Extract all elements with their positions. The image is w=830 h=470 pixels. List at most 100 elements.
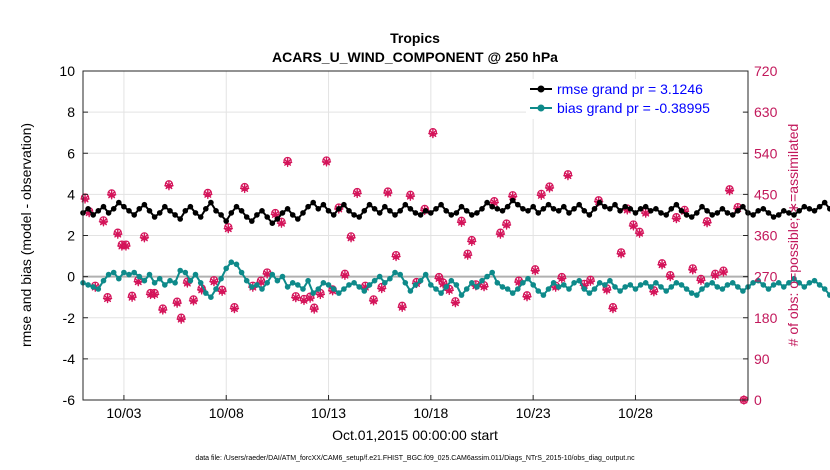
obs-assimilated-point: [657, 260, 667, 270]
rmse-series-point: [796, 208, 802, 214]
chart-subtitle: ACARS_U_WIND_COMPONENT @ 250 hPa: [272, 49, 558, 65]
obs-assimilated-point: [450, 297, 461, 308]
rmse-series-point: [438, 201, 444, 208]
obs-assimilated-point: [262, 269, 272, 279]
star-stroke: [159, 306, 167, 314]
obs-assimilated-point: [188, 296, 199, 306]
rmse-series-point: [274, 216, 281, 222]
rmse-series-point: [407, 206, 414, 212]
bias-series-point: [479, 277, 485, 284]
rmse-series-point: [653, 206, 659, 212]
star-stroke: [617, 250, 625, 258]
star-stroke: [99, 218, 107, 226]
rmse-series-point: [187, 203, 194, 210]
legend-bias-marker: [537, 104, 545, 112]
obs-assimilated-point: [710, 270, 720, 280]
bias-series-point: [325, 282, 332, 288]
bias-series-point: [208, 294, 214, 301]
rmse-series-point: [458, 203, 465, 210]
obs-assimilated-point: [121, 241, 131, 251]
rmse-series-point: [683, 212, 690, 218]
obs-assimilated-point: [557, 273, 567, 284]
obs-assimilated-point: [217, 286, 227, 296]
star-stroke: [230, 305, 238, 313]
rmse-series-point: [325, 208, 332, 214]
obs-assimilated-point: [315, 289, 326, 300]
bias-series-point: [438, 290, 444, 296]
rmse-series-point: [586, 212, 593, 218]
obs-assimilated-point: [209, 276, 219, 287]
bias-series-point: [187, 277, 194, 284]
bottom-axis-tick-label: 10/03: [106, 405, 141, 421]
bias-series-point: [555, 284, 562, 290]
left-axis: -6 -4 -2 0 2 4 6 8 10: [59, 63, 88, 408]
rmse-series-point: [525, 208, 531, 214]
star-stroke: [726, 187, 734, 195]
bias-series-point: [407, 288, 414, 294]
rmse-series-point: [203, 206, 209, 212]
rmse-series-point: [300, 210, 306, 216]
bias-series-point: [540, 292, 547, 298]
bias-series-point: [90, 284, 96, 290]
rmse-series-point: [376, 210, 383, 216]
star-stroke: [398, 303, 406, 311]
bias-series-point: [494, 280, 501, 286]
rmse-series-point: [162, 203, 168, 210]
obs-assimilated-point: [98, 217, 109, 227]
rmse-series-point: [678, 208, 685, 214]
rmse-series-point: [648, 208, 654, 214]
bias-series-point: [791, 275, 797, 282]
bias-series-point: [167, 277, 173, 284]
x-axis-label: Oct.01,2015 00:00:00 start: [332, 427, 498, 443]
bias-series-point: [714, 284, 721, 290]
rmse-series-point: [315, 206, 322, 212]
bias-series-point: [474, 284, 480, 290]
bottom-axis-tick-label: 10/28: [618, 405, 653, 421]
obs-assimilated-point: [495, 229, 506, 239]
obs-assimilated-point: [530, 265, 540, 276]
star-stroke: [140, 234, 148, 242]
rmse-series-point: [821, 199, 828, 206]
bias-series-point: [105, 271, 112, 278]
bias-series-point: [361, 288, 368, 294]
obs-assimilated-point: [718, 267, 729, 277]
bias-series-point: [591, 286, 598, 292]
obs-assimilated-point: [276, 218, 287, 228]
star-stroke: [719, 268, 727, 276]
bias-series-point: [775, 280, 782, 286]
star-stroke: [523, 293, 531, 301]
star-stroke: [378, 285, 386, 293]
rmse-series-point: [100, 203, 107, 210]
star-stroke: [451, 299, 459, 307]
rmse-series-point: [371, 206, 378, 212]
bias-series-point: [530, 282, 536, 288]
rmse-series-point: [755, 208, 761, 214]
bias-series-point: [816, 282, 823, 288]
rmse-series-point: [417, 212, 424, 218]
star-stroke: [392, 253, 400, 261]
rmse-series-point: [208, 199, 214, 206]
bias-series-point: [351, 280, 357, 286]
right-axis-tick-label: 450: [754, 186, 778, 202]
star-stroke: [558, 274, 566, 282]
rmse-series-point: [499, 208, 506, 214]
bias-series-point: [724, 282, 731, 288]
rmse-series-point: [136, 206, 143, 212]
rmse-series-point: [243, 214, 250, 220]
bias-series-point: [254, 282, 260, 288]
obs-assimilated-point: [544, 183, 555, 193]
bias-series-point: [760, 282, 767, 288]
obs-assimilated-point: [696, 275, 706, 285]
rmse-series-point: [443, 208, 450, 214]
obs-assimilated-point: [462, 250, 473, 260]
star-stroke: [177, 315, 185, 323]
bias-series-point: [197, 280, 204, 286]
obs-assimilated-point: [282, 157, 293, 168]
rmse-series-point: [566, 210, 572, 216]
bias-series-point: [85, 282, 91, 288]
bias-series-point: [484, 273, 490, 280]
star-stroke: [445, 286, 453, 294]
star-stroke: [316, 290, 324, 298]
rmse-series-point: [366, 201, 373, 208]
rmse-series-point: [704, 208, 710, 214]
